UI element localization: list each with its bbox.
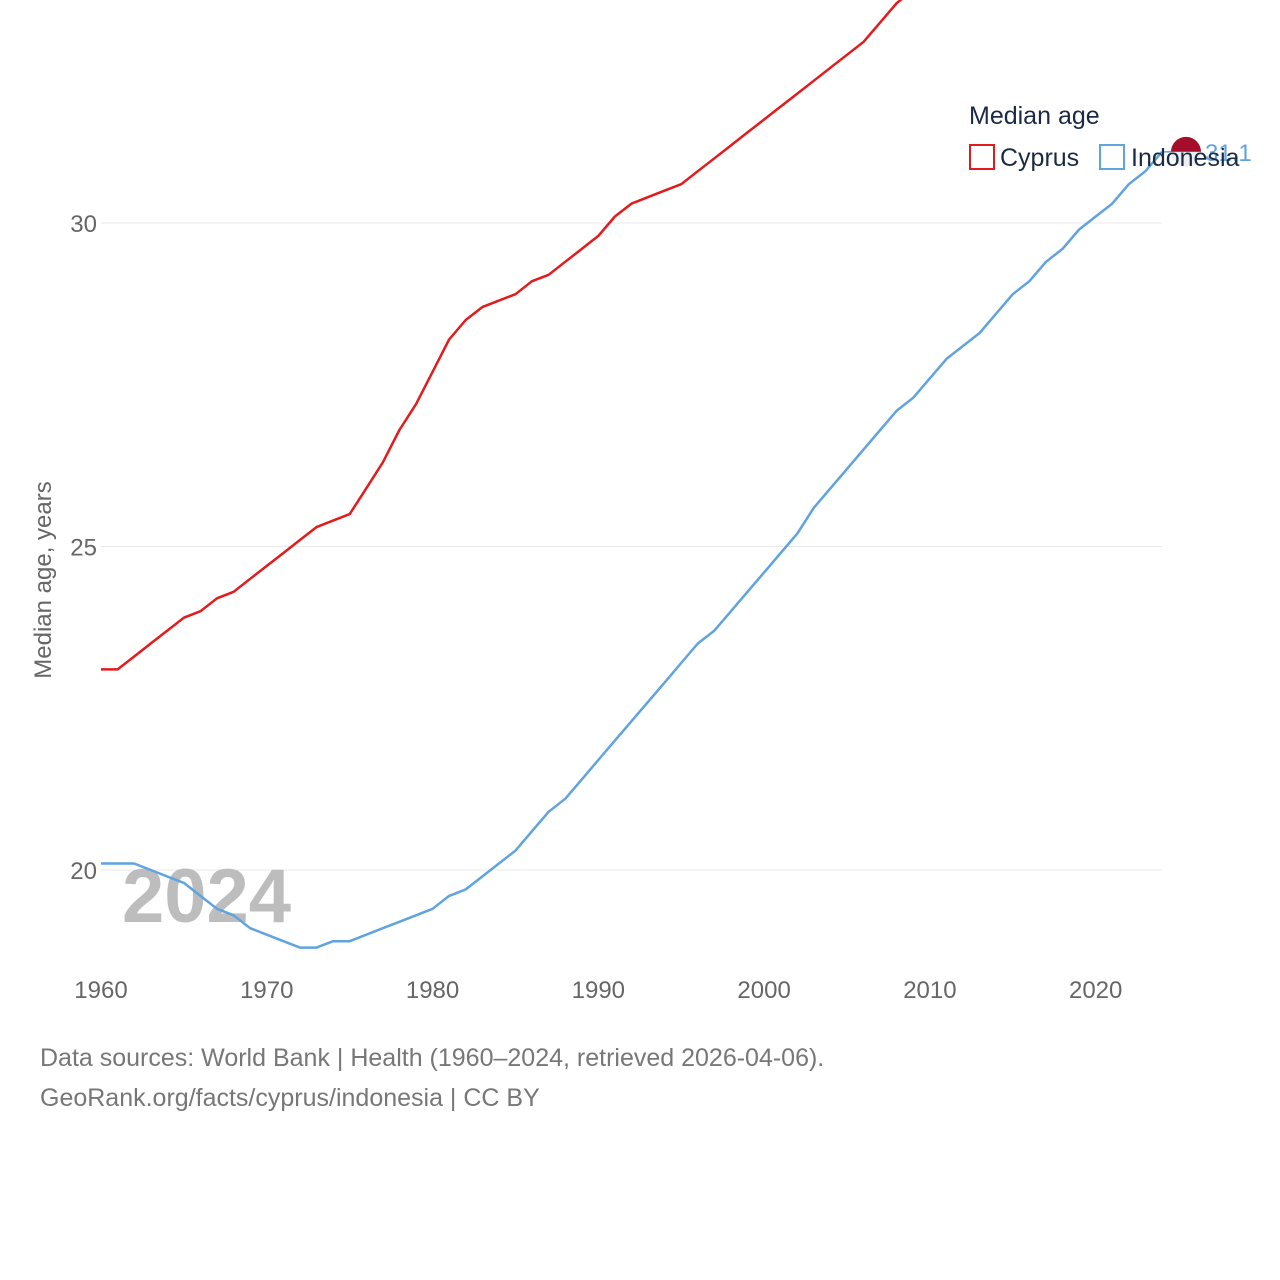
year-watermark: 2024: [122, 854, 291, 939]
legend: Median age Cyprus Indonesia: [969, 102, 1240, 172]
y-axis-ticks: 2025303540: [70, 211, 97, 885]
x-tick-label: 1990: [572, 977, 625, 1004]
y-tick-label: 30: [70, 211, 97, 238]
legend-swatch-indonesia[interactable]: [1099, 144, 1125, 170]
y-tick-label: 25: [70, 535, 97, 562]
y-tick-label: 20: [70, 858, 97, 885]
series-line-indonesia: [101, 150, 1163, 949]
legend-title: Median age: [969, 102, 1100, 130]
x-tick-label: 2010: [903, 977, 956, 1004]
x-tick-label: 1960: [74, 977, 127, 1004]
legend-label-cyprus[interactable]: Cyprus: [1000, 144, 1079, 172]
x-tick-label: 1970: [240, 977, 293, 1004]
end-value-label-indonesia: 31.1: [1205, 140, 1252, 167]
y-axis-title: Median age, years: [30, 481, 57, 678]
series-lines: [101, 0, 1163, 949]
footer-attribution: GeoRank.org/facts/cyprus/indonesia | CC …: [40, 1084, 540, 1112]
legend-label-indonesia[interactable]: Indonesia: [1131, 144, 1240, 172]
gridlines: [101, 222, 1162, 871]
x-tick-label: 2000: [737, 977, 790, 1004]
series-line-cyprus: [101, 0, 903, 671]
x-axis-ticks: 1960 1970 1980 1990 2000 2010 2020: [74, 977, 1122, 1004]
legend-swatch-cyprus[interactable]: [969, 144, 995, 170]
end-markers: 39.231.1: [1162, 136, 1252, 167]
indonesia-flag-icon: [1171, 136, 1201, 167]
x-tick-label: 1980: [406, 977, 459, 1004]
x-tick-label: 2020: [1069, 977, 1122, 1004]
footer-source: Data sources: World Bank | Health (1960–…: [40, 1044, 825, 1072]
